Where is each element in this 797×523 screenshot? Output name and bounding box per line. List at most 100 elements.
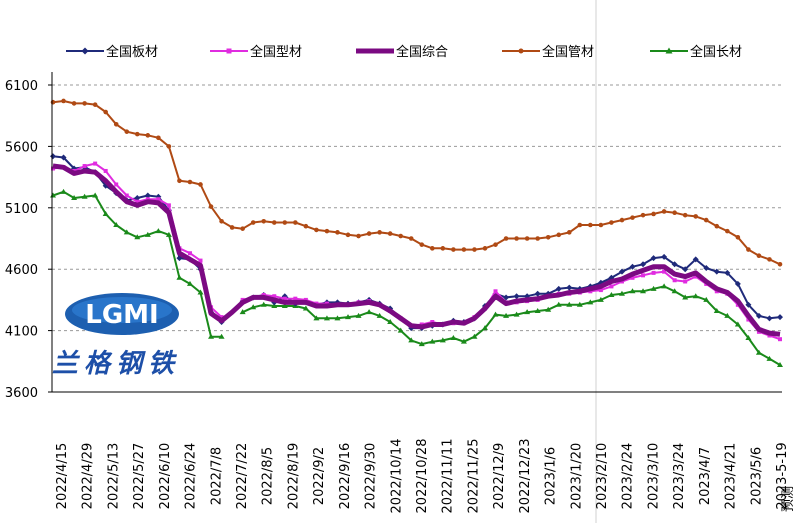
- data-point: [219, 219, 224, 224]
- data-point: [103, 168, 108, 173]
- data-point: [609, 284, 614, 289]
- data-point: [208, 333, 215, 339]
- x-tick-label: 2022/7/22: [235, 443, 250, 510]
- data-point: [82, 101, 87, 106]
- data-point: [176, 274, 183, 280]
- data-point: [218, 333, 225, 339]
- data-point: [534, 290, 541, 297]
- y-tick-labels: 6100 5600 5100 4600 4100 3600: [5, 79, 38, 401]
- data-point: [756, 253, 762, 258]
- data-point: [281, 303, 288, 309]
- data-point: [703, 217, 709, 223]
- data-point: [661, 209, 667, 214]
- lgmi-logo: LGMI 兰格钢铁: [52, 293, 179, 379]
- data-point: [587, 299, 594, 305]
- data-point: [662, 269, 667, 274]
- x-tick-label: 2022/9/16: [338, 443, 353, 510]
- data-point: [725, 228, 730, 234]
- data-point: [734, 321, 741, 327]
- data-point: [766, 355, 773, 361]
- legend-item: 全国长材: [650, 44, 742, 60]
- y-tick-label: 4600: [5, 263, 38, 278]
- data-point: [124, 129, 130, 134]
- data-point: [693, 274, 698, 279]
- data-point: [577, 222, 583, 228]
- x-tick-label: 2023/5/6: [749, 447, 764, 505]
- data-point: [714, 223, 720, 229]
- data-point: [588, 222, 593, 228]
- data-point: [314, 227, 319, 233]
- data-point: [461, 247, 467, 252]
- data-point: [746, 247, 751, 252]
- y-tick-label: 5100: [5, 202, 38, 217]
- data-point: [208, 204, 214, 209]
- data-point: [103, 109, 108, 115]
- data-point: [513, 293, 520, 300]
- data-point: [345, 232, 351, 238]
- data-point: [630, 275, 635, 280]
- data-point: [556, 232, 562, 238]
- data-point: [165, 231, 172, 237]
- data-point: [345, 314, 352, 320]
- data-point: [471, 333, 478, 339]
- legend-label: 全国综合: [396, 44, 448, 60]
- data-point: [397, 327, 404, 333]
- legend-item: 全国综合: [356, 44, 448, 60]
- data-point: [134, 234, 141, 240]
- x-tick-labels: 2022/4/15 2022/4/29 2022/5/13 2022/5/27 2022…: [55, 439, 790, 514]
- x-tick-label: 2022/11/25: [466, 439, 481, 514]
- x-tick-label: 2022/5/27: [132, 443, 147, 510]
- data-point: [640, 288, 647, 294]
- data-point: [682, 212, 688, 218]
- data-point: [777, 361, 783, 367]
- data-point: [598, 222, 604, 228]
- data-point: [418, 341, 425, 347]
- data-point: [71, 194, 78, 200]
- data-point: [661, 283, 668, 289]
- data-point: [376, 312, 383, 318]
- data-point: [597, 296, 604, 302]
- data-point: [671, 261, 678, 268]
- data-point: [102, 210, 109, 216]
- x-tick-label: 2023/2/24: [621, 443, 636, 510]
- data-point: [545, 306, 552, 312]
- data-point: [61, 98, 66, 104]
- data-point: [135, 199, 140, 204]
- data-point: [293, 296, 298, 301]
- data-point: [492, 311, 499, 317]
- data-point: [313, 315, 320, 321]
- x-tick-label: 2022/4/15: [55, 443, 70, 510]
- series-line: [52, 163, 781, 337]
- data-point: [630, 215, 635, 220]
- data-point: [692, 256, 699, 263]
- data-point: [629, 263, 636, 270]
- data-point: [545, 234, 551, 240]
- data-point: [377, 230, 382, 235]
- data-point: [703, 264, 710, 271]
- data-point: [272, 294, 277, 299]
- data-point: [156, 135, 161, 141]
- data-point: [240, 226, 245, 231]
- y-tick-label: 6100: [5, 79, 38, 94]
- data-point: [608, 291, 615, 297]
- data-point: [271, 220, 277, 225]
- data-point: [493, 289, 498, 294]
- x-tick-label: 2022/8/5: [261, 447, 276, 505]
- data-point: [503, 294, 510, 301]
- data-point: [398, 233, 403, 239]
- data-point: [261, 219, 267, 224]
- data-point: [282, 220, 288, 225]
- y-tick-label: 3600: [5, 386, 38, 401]
- x-tick-label: 2022/10/14: [389, 439, 404, 514]
- data-point: [198, 182, 203, 187]
- data-point: [745, 301, 752, 308]
- data-point: [177, 178, 182, 184]
- data-point: [293, 220, 298, 225]
- data-point: [303, 223, 309, 229]
- data-point: [71, 101, 77, 106]
- x-tick-label: 2022/8/19: [286, 443, 301, 510]
- data-point: [219, 315, 224, 320]
- data-point: [672, 210, 677, 216]
- data-point: [555, 285, 562, 292]
